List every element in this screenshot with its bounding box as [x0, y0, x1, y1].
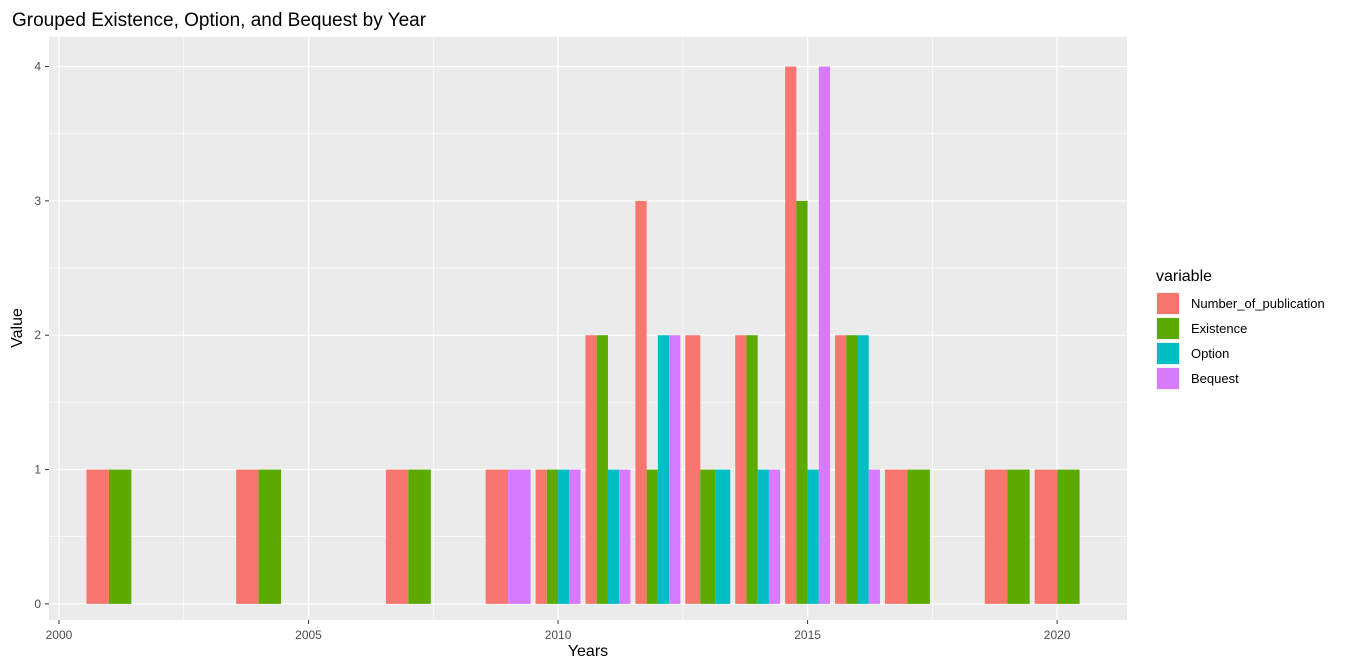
- legend: variable Number_of_publication Existence O…: [1156, 268, 1325, 390]
- bar-number-of-publication-2010: [535, 469, 547, 604]
- bar-bequest-2015: [818, 66, 831, 604]
- x-axis-title: Years: [568, 643, 608, 659]
- x-tick-label: 2005: [295, 628, 322, 642]
- bar-number-of-publication-2009: [485, 469, 509, 604]
- bar-existence-2013: [700, 469, 716, 604]
- y-tick-label: 4: [34, 60, 41, 74]
- bar-existence-2019: [1007, 469, 1030, 604]
- bar-bequest-2010: [569, 469, 581, 604]
- legend-label: Option: [1191, 346, 1229, 361]
- y-tick-label: 0: [34, 597, 41, 611]
- bar-existence-2007: [408, 469, 431, 604]
- legend-title: variable: [1156, 268, 1212, 285]
- legend-label: Bequest: [1191, 371, 1239, 386]
- bar-number-of-publication-2014: [735, 335, 747, 604]
- bar-bequest-2014: [768, 469, 781, 604]
- y-tick-label: 1: [34, 463, 41, 477]
- bar-number-of-publication-2019: [984, 469, 1008, 604]
- bar-option-2012: [657, 335, 670, 604]
- bar-bequest-2012: [669, 335, 681, 604]
- bar-number-of-publication-2011: [585, 335, 597, 604]
- bar-existence-2011: [596, 335, 608, 604]
- x-tick-label: 2015: [794, 628, 821, 642]
- bar-number-of-publication-2012: [635, 200, 647, 604]
- bar-existence-2015: [796, 200, 808, 604]
- bar-number-of-publication-2004: [236, 469, 259, 604]
- bar-option-2015: [807, 469, 819, 604]
- bar-existence-2016: [846, 335, 858, 604]
- bar-option-2016: [857, 335, 869, 604]
- legend-label: Number_of_publication: [1191, 296, 1325, 311]
- bar-existence-2017: [907, 469, 930, 604]
- x-tick-label: 2000: [46, 628, 73, 642]
- bar-number-of-publication-2016: [835, 335, 847, 604]
- bar-option-2010: [558, 469, 570, 604]
- bar-existence-2020: [1057, 469, 1080, 604]
- bars: [86, 66, 1080, 604]
- legend-swatch: [1157, 318, 1179, 339]
- bar-number-of-publication-2017: [884, 469, 908, 604]
- legend-swatch: [1157, 368, 1179, 389]
- x-axis-ticks: 2000 2005 2010 2015 2020: [46, 620, 1071, 642]
- legend-swatch: [1157, 343, 1179, 364]
- x-tick-label: 2010: [545, 628, 572, 642]
- bar-option-2014: [757, 469, 769, 604]
- bar-existence-2010: [546, 469, 559, 604]
- y-axis-title: Value: [9, 308, 26, 348]
- bar-bequest-2009: [508, 469, 531, 604]
- bar-option-2013: [715, 469, 731, 604]
- y-axis-ticks: 0 1 2 3 4: [34, 60, 49, 611]
- bar-existence-2012: [646, 469, 658, 604]
- bar-bequest-2016: [868, 469, 880, 604]
- y-tick-label: 2: [34, 328, 41, 342]
- legend-label: Existence: [1191, 321, 1247, 336]
- bar-option-2011: [607, 469, 620, 604]
- chart-title: Grouped Existence, Option, and Bequest b…: [12, 10, 427, 31]
- y-tick-label: 3: [34, 194, 41, 208]
- bar-existence-2014: [746, 335, 758, 604]
- bar-number-of-publication-2020: [1034, 469, 1058, 604]
- bar-number-of-publication-2015: [785, 66, 797, 604]
- bar-existence-2004: [258, 469, 282, 604]
- bar-existence-2001: [108, 469, 132, 604]
- x-tick-label: 2020: [1044, 628, 1071, 642]
- bar-number-of-publication-2001: [86, 469, 109, 604]
- bar-number-of-publication-2013: [685, 335, 701, 604]
- legend-swatch: [1157, 293, 1179, 314]
- bar-bequest-2011: [619, 469, 631, 604]
- bar-number-of-publication-2007: [385, 469, 409, 604]
